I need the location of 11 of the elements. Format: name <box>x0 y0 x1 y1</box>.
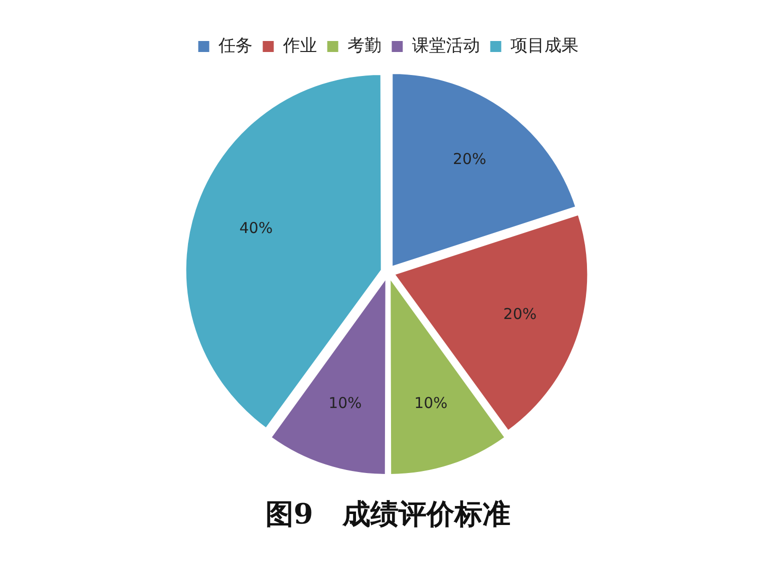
data-label: 40% <box>239 219 273 238</box>
text: 图9 成绩评价标准 <box>266 497 510 530</box>
data-label: 10% <box>328 394 362 412</box>
data-label: 10% <box>414 394 448 412</box>
data-label: 20% <box>452 150 486 168</box>
legend-label: 考勤 <box>347 36 382 56</box>
data-label: 20% <box>503 304 537 323</box>
legend-label: 任务 <box>217 36 252 56</box>
legend-label: 作业 <box>282 36 317 56</box>
legend-label: 课堂活动 <box>412 36 480 56</box>
legend-label: 项目成果 <box>510 36 578 56</box>
